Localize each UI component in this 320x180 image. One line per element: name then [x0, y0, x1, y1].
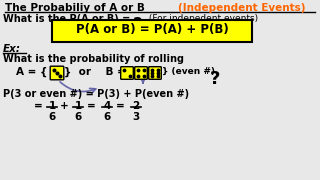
- FancyBboxPatch shape: [121, 67, 133, 79]
- Text: 6: 6: [74, 112, 82, 122]
- Text: ?: ?: [133, 16, 143, 34]
- Text: =: =: [87, 101, 96, 111]
- Text: =: =: [34, 101, 43, 111]
- FancyBboxPatch shape: [149, 67, 161, 79]
- Text: =: =: [116, 101, 125, 111]
- Text: 3: 3: [132, 112, 140, 122]
- Text: (Independent Events): (Independent Events): [178, 3, 306, 13]
- Text: What is the P(A or B) =: What is the P(A or B) =: [3, 14, 134, 24]
- Text: }  or    B = {: } or B = {: [64, 67, 137, 77]
- Text: P(3 or even #) = P(3) + P(even #): P(3 or even #) = P(3) + P(even #): [3, 89, 189, 99]
- Text: 4: 4: [103, 101, 111, 111]
- Text: 1: 1: [48, 101, 56, 111]
- Text: Ex:: Ex:: [3, 44, 21, 54]
- FancyBboxPatch shape: [135, 67, 147, 79]
- Text: +: +: [60, 101, 69, 111]
- FancyBboxPatch shape: [50, 66, 64, 80]
- Text: The Probabiliy of A or B: The Probabiliy of A or B: [5, 3, 148, 13]
- FancyBboxPatch shape: [52, 20, 252, 42]
- Text: A = {: A = {: [16, 67, 47, 77]
- Text: ?: ?: [210, 70, 220, 88]
- Text: P(A or B) = P(A) + P(B): P(A or B) = P(A) + P(B): [76, 24, 228, 37]
- Text: 6: 6: [48, 112, 56, 122]
- Text: 1: 1: [74, 101, 82, 111]
- Text: 2: 2: [132, 101, 140, 111]
- Text: } (even #): } (even #): [162, 67, 215, 76]
- Text: 6: 6: [103, 112, 111, 122]
- Text: (For indepedent events): (For indepedent events): [146, 14, 258, 23]
- Text: What is the probability of rolling: What is the probability of rolling: [3, 54, 184, 64]
